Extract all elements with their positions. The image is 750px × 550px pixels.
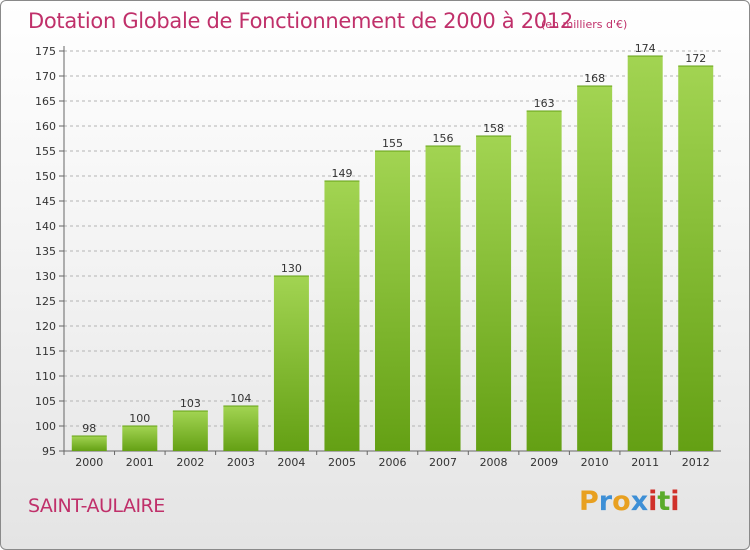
bar-2007 (425, 146, 461, 451)
data-label-2011: 174 (635, 42, 656, 55)
logo-letter: P (579, 486, 599, 517)
x-tick-label-2005: 2005 (328, 456, 356, 469)
x-tick-labels: 2000 2001 2002 2003 2004 2005 2006 2007 2008 2009… (75, 456, 709, 469)
y-tick-label: 165 (35, 95, 56, 108)
y-tick-label: 100 (35, 420, 56, 433)
y-tick-label: 170 (35, 70, 56, 83)
chart-subtitle: (en milliers d'€) (541, 18, 628, 31)
y-tick-label: 140 (35, 220, 56, 233)
data-label-2005: 149 (331, 167, 352, 180)
data-label-2004: 130 (281, 262, 302, 275)
y-tick-label: 175 (35, 45, 56, 58)
x-tick-label-2004: 2004 (277, 456, 305, 469)
y-tick-label: 115 (35, 345, 56, 358)
x-tick-label-2003: 2003 (227, 456, 255, 469)
data-labels: 98 100 103 104 130 149 155 156 158 163 168 174 172 (82, 42, 706, 435)
logo-letter: i (648, 486, 658, 517)
x-tick-label-2008: 2008 (480, 456, 508, 469)
y-tick-labels: 95 100 105 110 115 120 125 130 135 140 145 150 155 16… (35, 45, 56, 458)
data-label-2009: 163 (534, 97, 555, 110)
bar-2008 (476, 136, 512, 451)
data-label-2001: 100 (129, 412, 150, 425)
logo-letter: t (657, 486, 671, 517)
bar-2000 (71, 436, 107, 451)
y-tick-label: 160 (35, 120, 56, 133)
data-label-2003: 104 (230, 392, 251, 405)
y-tick-label: 105 (35, 395, 56, 408)
bar-2009 (526, 111, 562, 451)
x-tick-label-2001: 2001 (126, 456, 154, 469)
bar-2001 (122, 426, 158, 451)
logo-letter: i (670, 486, 680, 517)
bar-2011 (627, 56, 663, 451)
x-tick-label-2010: 2010 (581, 456, 609, 469)
x-tick-label-2011: 2011 (631, 456, 659, 469)
bar-2003 (223, 406, 259, 451)
y-tick-label: 135 (35, 245, 56, 258)
y-tick-label: 110 (35, 370, 56, 383)
chart-title: Dotation Globale de Fonctionnement de 20… (28, 9, 573, 33)
bar-2006 (375, 151, 410, 451)
data-label-2012: 172 (685, 52, 706, 65)
bar-2012 (678, 66, 714, 451)
data-label-2008: 158 (483, 122, 504, 135)
y-tick-label: 145 (35, 195, 56, 208)
logo-letter: o (612, 486, 631, 517)
logo-letter: r (598, 486, 613, 517)
bar-2005 (324, 181, 360, 451)
data-label-2002: 103 (180, 397, 201, 410)
x-tick-label-2007: 2007 (429, 456, 457, 469)
data-label-2007: 156 (433, 132, 454, 145)
x-tick-label-2002: 2002 (176, 456, 204, 469)
data-label-2006: 155 (382, 137, 403, 150)
proxiti-logo: Proxiti (579, 486, 680, 517)
y-tick-label: 95 (42, 445, 56, 458)
y-tick-label: 130 (35, 270, 56, 283)
logo-letter: x (630, 486, 649, 517)
y-tick-label: 150 (35, 170, 56, 183)
x-tick-label-2000: 2000 (75, 456, 103, 469)
place-name: SAINT-AULAIRE (28, 495, 165, 517)
x-tick-label-2012: 2012 (682, 456, 710, 469)
y-tick-label: 120 (35, 320, 56, 333)
x-tick-label-2009: 2009 (530, 456, 558, 469)
data-label-2000: 98 (82, 422, 96, 435)
bar-2004 (273, 276, 309, 451)
bar-2010 (577, 86, 613, 451)
bar-2002 (172, 411, 208, 451)
bars (71, 55, 714, 451)
y-tick-label: 155 (35, 145, 56, 158)
data-label-2010: 168 (584, 72, 605, 85)
x-tick-label-2006: 2006 (379, 456, 407, 469)
y-tick-label: 125 (35, 295, 56, 308)
